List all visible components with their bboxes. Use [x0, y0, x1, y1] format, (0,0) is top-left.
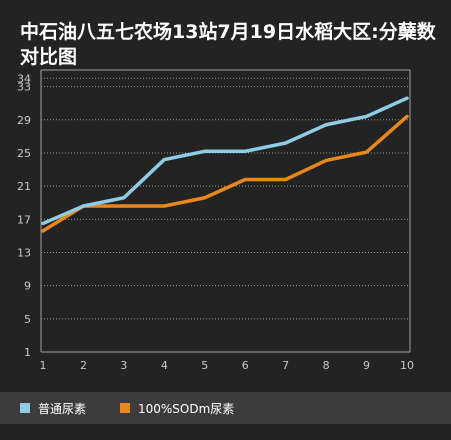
legend-item-series-1[interactable]: 普通尿素 — [20, 400, 86, 416]
y-tick-label-21: 21 — [17, 180, 31, 193]
grid-lines — [41, 77, 410, 320]
legend-swatch-series-2 — [120, 403, 130, 413]
y-tick-label-9: 9 — [24, 280, 31, 293]
y-tick-label-17: 17 — [17, 213, 31, 226]
x-tick-label-3: 3 — [120, 359, 127, 372]
series-line-2 — [41, 114, 409, 233]
x-tick-label-1: 1 — [40, 359, 47, 372]
legend: 普通尿素 100%SODm尿素 — [0, 392, 451, 424]
legend-label-series-1: 普通尿素 — [38, 401, 87, 416]
y-tick-label-34: 34 — [17, 72, 31, 85]
x-tick-label-2: 2 — [80, 359, 87, 372]
x-tick-label-4: 4 — [161, 359, 168, 372]
y-tick-label-13: 13 — [17, 246, 31, 259]
x-tick-label-6: 6 — [242, 359, 249, 372]
chart-title: 中石油八五七农场13站7月19日水稻大区:分蘖数对比图 — [20, 21, 436, 68]
series-line-1 — [41, 96, 409, 226]
legend-item-series-2[interactable]: 100%SODm尿素 — [120, 400, 234, 416]
x-tick-label-7: 7 — [282, 359, 289, 372]
axes — [40, 69, 411, 353]
legend-swatch-series-1 — [20, 403, 30, 413]
y-tick-label-29: 29 — [17, 114, 31, 127]
series-lines — [41, 96, 409, 233]
x-tick-label-5: 5 — [201, 359, 208, 372]
x-tick-label-9: 9 — [363, 359, 370, 372]
x-tick-label-8: 8 — [323, 359, 330, 372]
y-tick-label-33: 33 — [17, 81, 31, 94]
x-tick-labels: 1 2 3 4 5 6 7 8 9 10 — [40, 359, 415, 372]
y-tick-label-1: 1 — [24, 346, 31, 359]
x-tick-label-10: 10 — [400, 359, 414, 372]
y-tick-label-25: 25 — [17, 147, 31, 160]
legend-label-series-2: 100%SODm尿素 — [138, 401, 235, 416]
y-tick-label-5: 5 — [24, 313, 31, 326]
